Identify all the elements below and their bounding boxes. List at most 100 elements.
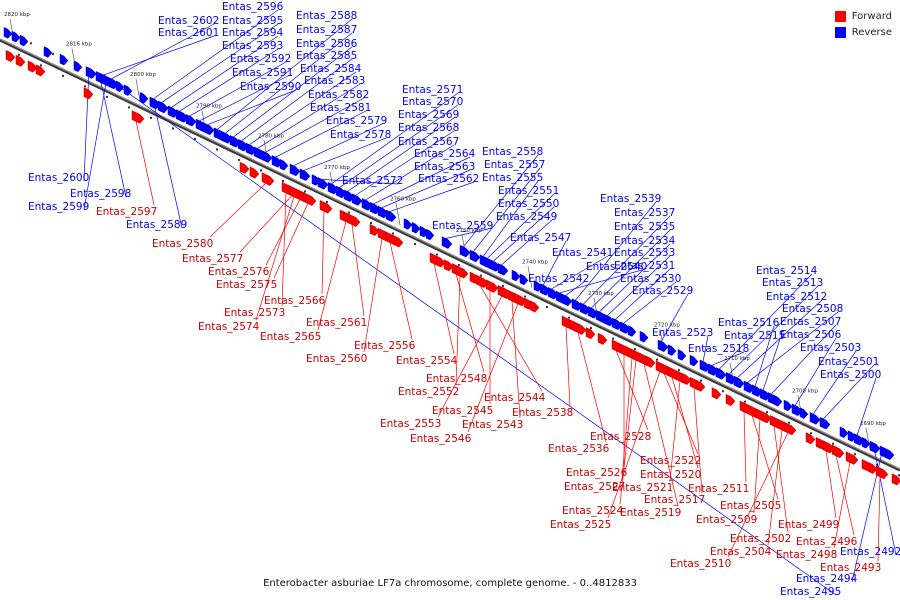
reverse-gene-unlabeled	[19, 34, 29, 47]
reverse-gene-unlabeled	[139, 91, 149, 104]
reverse-gene-leader	[152, 99, 183, 229]
reverse-gene-leader	[718, 273, 813, 370]
minor-feature-lower	[18, 53, 20, 56]
forward-gene	[875, 465, 889, 480]
forward-gene-leader	[467, 303, 519, 433]
forward-gene-unlabeled	[15, 54, 26, 67]
minor-feature-upper	[30, 42, 32, 45]
legend-reverse-label: Reverse	[851, 26, 892, 38]
reverse-gene-label: Entas_2587	[296, 24, 357, 36]
reverse-gene-label: Entas_2572	[342, 175, 403, 187]
forward-gene-leader	[273, 203, 309, 279]
minor-feature-lower	[150, 116, 152, 119]
reverse-gene-label: Entas_2600	[28, 172, 89, 184]
reverse-gene-label: Entas_2582	[308, 89, 369, 101]
reverse-gene-label: Entas_2593	[222, 40, 283, 52]
ruler-label: 2770 kbp	[324, 165, 350, 171]
reverse-gene-unlabeled	[519, 273, 529, 286]
reverse-gene-label: Entas_2500	[820, 369, 881, 381]
ruler-tick	[527, 266, 533, 289]
forward-gene-label: Entas_2536	[548, 443, 610, 455]
reverse-gene	[809, 412, 821, 425]
reverse-gene-label: Entas_2592	[230, 53, 291, 65]
forward-gene-label: Entas_2522	[640, 455, 701, 467]
forward-gene	[289, 185, 303, 200]
reverse-gene-leader	[188, 61, 287, 117]
forward-gene-leader	[281, 192, 287, 307]
forward-gene-leader	[135, 120, 155, 206]
minor-feature-lower	[744, 400, 746, 403]
forward-gene	[455, 264, 469, 279]
forward-gene-unlabeled	[725, 393, 736, 407]
forward-gene	[783, 421, 797, 436]
reverse-gene	[469, 249, 481, 263]
reverse-gene-leader	[746, 311, 839, 384]
reverse-gene-leader	[812, 350, 857, 415]
reverse-gene-label: Entas_2540	[586, 261, 647, 273]
forward-gene-leader	[317, 221, 347, 331]
reverse-gene-label: Entas_2503	[800, 342, 861, 354]
forward-gene-unlabeled	[741, 401, 752, 414]
reverse-gene-unlabeled	[667, 344, 677, 356]
reverse-gene-leader	[500, 219, 553, 266]
forward-gene-label: Entas_2546	[410, 433, 472, 445]
reverse-gene	[185, 113, 197, 127]
minor-feature-lower	[700, 379, 702, 382]
forward-gene-label: Entas_2509	[696, 514, 757, 526]
forward-gene-leader	[671, 376, 699, 469]
reverse-gene-leader	[224, 32, 353, 134]
forward-gene-unlabeled	[239, 161, 250, 174]
minor-feature-lower	[370, 222, 372, 224]
forward-gene-leader	[363, 238, 383, 353]
ruler-label: 2816 kbp	[66, 42, 92, 48]
minor-feature-lower	[656, 358, 658, 361]
forward-gene-leader	[455, 273, 485, 373]
reverse-gene-label: Entas_2530	[620, 273, 681, 285]
reverse-gene-leader	[754, 325, 775, 387]
reverse-gene-leader	[622, 281, 677, 324]
forward-gene-unlabeled	[469, 271, 480, 284]
ruler-label: 2750 kbp	[456, 228, 482, 234]
forward-gene-leader	[767, 429, 783, 546]
reverse-gene-unlabeled	[403, 218, 413, 230]
minor-feature-lower	[40, 64, 42, 67]
forward-gene-label: Entas_2499	[778, 519, 839, 531]
reverse-gene-unlabeled	[861, 436, 871, 449]
reverse-gene-leader	[178, 48, 279, 112]
reverse-gene-leader	[206, 89, 297, 126]
legend: Forward Reverse	[834, 8, 892, 40]
forward-gene-label: Entas_2519	[620, 507, 681, 519]
reverse-gene-label: Entas_2585	[296, 50, 357, 62]
reverse-gene-leader	[574, 201, 657, 301]
reverse-gene-unlabeled	[425, 228, 435, 241]
forward-gene-leader	[877, 476, 881, 562]
reverse-gene-leader	[872, 443, 897, 556]
reverse-gene-label: Entas_2599	[28, 201, 89, 213]
minor-feature-lower	[392, 232, 394, 235]
forward-gene-unlabeled	[35, 64, 46, 77]
forward-gene-unlabeled	[435, 255, 446, 268]
reverse-gene-label: Entas_2583	[304, 75, 365, 87]
forward-gene-unlabeled	[569, 319, 580, 332]
reverse-gene-label: Entas_2507	[780, 316, 841, 328]
minor-feature-lower	[458, 264, 460, 267]
reverse-gene-label: Entas_2578	[330, 129, 391, 141]
reverse-gene-leader	[564, 281, 585, 297]
minor-feature-lower	[854, 453, 856, 456]
reverse-gene-unlabeled	[73, 60, 83, 73]
reverse-gene-leader	[542, 240, 567, 286]
reverse-gene-unlabeled	[11, 30, 21, 43]
forward-gene-label: Entas_2544	[484, 392, 546, 404]
forward-gene-leader	[833, 462, 851, 549]
forward-gene-leader	[669, 380, 681, 482]
reverse-gene-leader	[486, 193, 555, 259]
reverse-gene-leader	[232, 46, 353, 138]
forward-gene-leader	[621, 357, 633, 481]
legend-forward: Forward	[834, 8, 892, 24]
reverse-gene-leader	[856, 377, 877, 436]
chromosome-highlight	[0, 38, 900, 470]
forward-gene	[347, 213, 361, 227]
forward-gene-label: Entas_2496	[796, 536, 858, 548]
reverse-gene-unlabeled	[199, 120, 209, 133]
